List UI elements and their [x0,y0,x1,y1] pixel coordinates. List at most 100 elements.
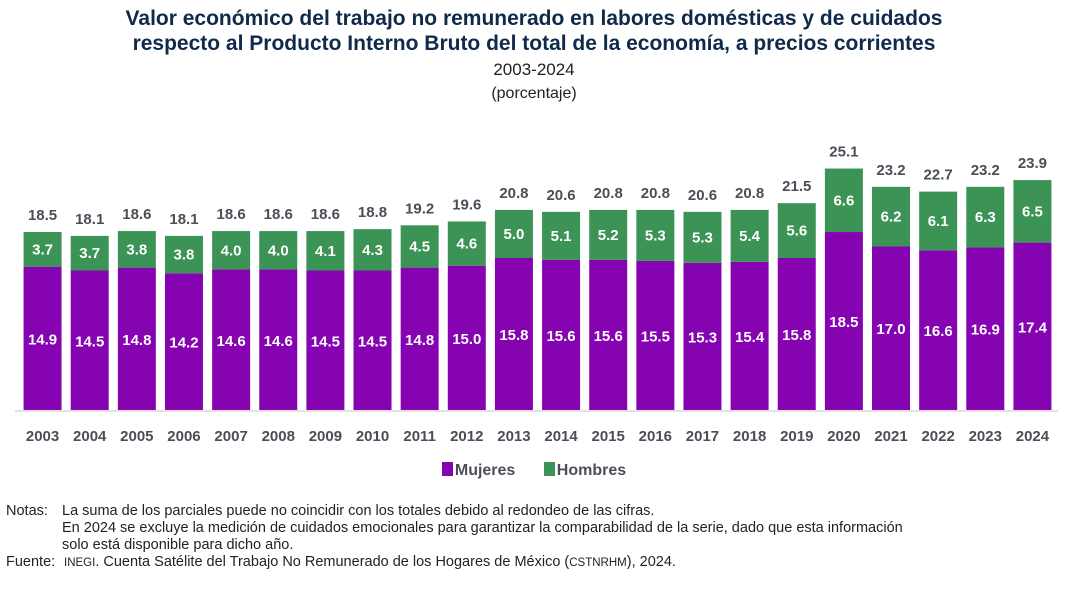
x-tick-2005: 2005 [120,428,153,445]
label-hombres-2024: 6.5 [1022,203,1043,220]
chart-title-line-2: respecto al Producto Interno Bruto del t… [132,32,936,55]
label-hombres-2022: 6.1 [928,213,949,230]
x-tick-2008: 2008 [262,428,295,445]
label-mujeres-2009: 14.5 [311,333,340,350]
x-tick-2011: 2011 [403,428,436,445]
bar-hombres-2017 [683,211,722,263]
label-mujeres-2022: 16.6 [924,323,953,340]
bar-hombres-2020 [824,168,863,233]
label-total-2011: 19.2 [405,200,434,217]
x-tick-2021: 2021 [874,428,907,445]
label-hombres-2017: 5.3 [692,229,713,246]
label-hombres-2019: 5.6 [786,223,807,240]
label-total-2015: 20.8 [594,185,623,202]
bar-hombres-2016 [636,209,675,261]
label-mujeres-2011: 14.8 [405,332,434,349]
label-hombres-2015: 5.2 [598,227,619,244]
x-tick-2019: 2019 [780,428,813,445]
label-mujeres-2005: 14.8 [122,332,151,349]
x-tick-2006: 2006 [167,428,200,445]
bar-mujeres-2008 [259,269,298,410]
bar-mujeres-2023 [966,247,1005,410]
label-hombres-2005: 3.8 [126,241,147,258]
bar-mujeres-2010 [353,270,392,410]
legend-label-hombres: Hombres [556,462,627,479]
note-row-1: Notas: La suma de los parciales puede no… [6,503,1068,520]
bar-mujeres-2005 [117,267,156,410]
label-hombres-2020: 6.6 [833,192,854,209]
bar-mujeres-2019 [777,258,816,410]
chart-unit: (porcentaje) [491,85,577,102]
source-org: INEGI [64,557,96,569]
bar-hombres-2004 [70,235,109,271]
bar-hombres-2011 [400,225,439,268]
label-total-2021: 23.2 [876,162,905,179]
bar-hombres-2012 [447,221,486,266]
source-acronym: CSTNRHM [569,557,627,569]
x-tick-2007: 2007 [214,428,247,445]
label-hombres-2006: 3.8 [174,247,195,264]
bar-mujeres-2011 [400,267,439,410]
label-mujeres-2003: 14.9 [28,331,57,348]
label-hombres-2021: 6.2 [881,209,902,226]
label-mujeres-2017: 15.3 [688,329,717,346]
x-tick-2014: 2014 [544,428,578,445]
stacked-bar-chart: 14.9 3.7 18.5 14.5 3.7 18.1 14.8 3.8 18.6 14.2 3.8… [15,144,1058,445]
label-mujeres-2020: 18.5 [829,314,858,331]
label-mujeres-2012: 15.0 [452,331,481,348]
label-hombres-2004: 3.7 [79,245,100,262]
bar-hombres-2010 [353,229,392,271]
bar-hombres-2024 [1013,180,1052,243]
x-tick-2003: 2003 [26,428,59,445]
bar-hombres-2013 [494,209,533,259]
x-tick-2017: 2017 [686,428,719,445]
x-tick-2023: 2023 [969,428,1002,445]
label-total-2010: 18.8 [358,204,387,221]
x-tick-2010: 2010 [356,428,389,445]
label-total-2012: 19.6 [452,196,481,213]
label-total-2022: 22.7 [924,167,953,184]
source-text-a: . Cuenta Satélite del Trabajo No Remuner… [95,554,570,570]
bar-mujeres-2003 [23,266,62,410]
x-tick-2022: 2022 [921,428,954,445]
legend-item-hombres: Hombres [543,462,627,480]
label-total-2020: 25.1 [829,144,858,161]
legend-swatch-mujeres [441,462,453,476]
label-hombres-2013: 5.0 [504,226,525,243]
bar-mujeres-2006 [164,273,203,410]
label-total-2016: 20.8 [641,185,670,202]
bar-hombres-2003 [23,232,62,267]
label-mujeres-2004: 14.5 [75,333,104,350]
label-mujeres-2008: 14.6 [264,333,293,350]
source-text-b: ), 2024. [626,554,676,570]
footnotes: Notas: La suma de los parciales puede no… [6,503,1068,572]
label-mujeres-2018: 15.4 [735,329,765,346]
label-total-2023: 23.2 [971,162,1000,179]
bar-hombres-2005 [117,231,156,268]
legend: Mujeres Hombres [0,462,1068,480]
bar-mujeres-2009 [306,270,345,410]
x-tick-2016: 2016 [639,428,672,445]
bar-hombres-2009 [306,231,345,271]
legend-label-mujeres: Mujeres [454,462,516,479]
label-mujeres-2015: 15.6 [594,328,623,345]
note-2: En 2024 se excluye la medición de cuidad… [62,520,903,536]
chart-title-line-1: Valor económico del trabajo no remunerad… [125,7,943,30]
bar-mujeres-2016 [636,260,675,410]
label-total-2017: 20.6 [688,187,717,204]
bar-mujeres-2024 [1013,242,1052,410]
label-mujeres-2021: 17.0 [876,321,905,338]
label-total-2007: 18.6 [217,206,246,223]
x-tick-2012: 2012 [450,428,483,445]
bar-mujeres-2020 [824,232,863,410]
label-mujeres-2010: 14.5 [358,333,387,350]
x-tick-2018: 2018 [733,428,766,445]
bar-mujeres-2018 [730,261,769,410]
note-2-continued: solo está disponible para dicho año. [62,537,294,553]
label-mujeres-2006: 14.2 [169,335,198,352]
label-hombres-2014: 5.1 [551,228,572,245]
label-total-2024: 23.9 [1018,155,1047,172]
label-hombres-2016: 5.3 [645,227,666,244]
x-tick-2009: 2009 [309,428,342,445]
label-total-2014: 20.6 [546,187,575,204]
